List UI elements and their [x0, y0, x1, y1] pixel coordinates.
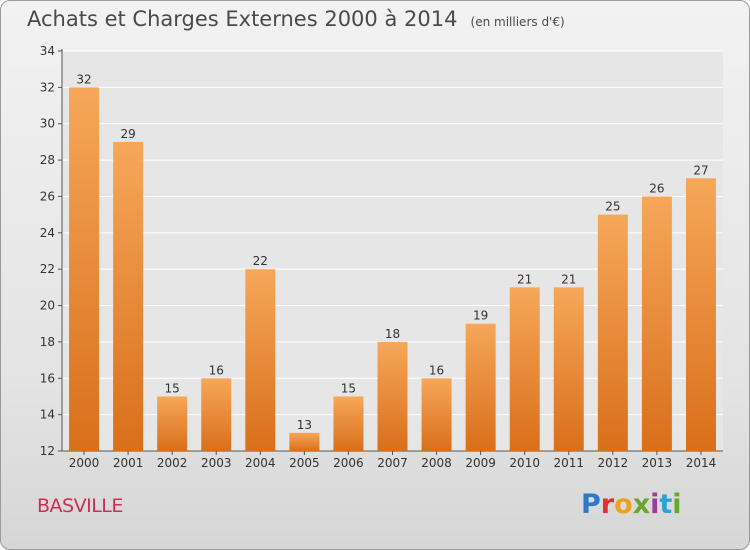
x-tick-label: 2003 — [201, 456, 232, 470]
data-label: 21 — [561, 272, 576, 286]
data-label: 29 — [120, 127, 135, 141]
x-tick-label: 2014 — [686, 456, 717, 470]
chart-title: Achats et Charges Externes 2000 à 2014 — [27, 7, 458, 31]
logo-letter: P — [581, 489, 601, 520]
data-label: 16 — [209, 363, 224, 377]
logo-letter: i — [672, 489, 682, 520]
bar — [113, 141, 144, 451]
proxiti-logo[interactable]: Proxiti — [581, 489, 682, 520]
x-tick-label: 2013 — [642, 456, 673, 470]
bar — [157, 396, 188, 451]
logo-letter: o — [614, 489, 633, 520]
y-tick-label: 14 — [40, 408, 55, 422]
x-tick-label: 2011 — [553, 456, 584, 470]
bar — [289, 432, 320, 451]
bar — [553, 287, 584, 451]
bar — [69, 87, 100, 451]
data-label: 25 — [605, 200, 620, 214]
x-tick-label: 2002 — [157, 456, 188, 470]
bar — [201, 378, 232, 451]
data-label: 22 — [253, 254, 268, 268]
y-tick-label: 34 — [40, 44, 55, 58]
data-label: 13 — [297, 418, 312, 432]
logo-letter: x — [632, 489, 651, 520]
data-label: 32 — [76, 72, 91, 86]
x-tick-label: 2007 — [377, 456, 408, 470]
x-tick-label: 2000 — [69, 456, 100, 470]
y-tick-label: 12 — [40, 444, 55, 458]
data-label: 21 — [517, 272, 532, 286]
data-label: 18 — [385, 327, 400, 341]
y-tick-label: 30 — [40, 117, 55, 131]
bar — [641, 196, 672, 451]
x-tick-label: 2012 — [598, 456, 629, 470]
x-tick-label: 2001 — [113, 456, 144, 470]
data-label: 26 — [649, 181, 664, 195]
bar — [597, 214, 628, 451]
data-label: 27 — [693, 163, 708, 177]
bar — [245, 269, 276, 451]
bar — [421, 378, 452, 451]
data-label: 16 — [429, 363, 444, 377]
bar — [685, 178, 716, 452]
x-tick-label: 2005 — [289, 456, 320, 470]
logo-letter: r — [600, 489, 615, 520]
bar — [509, 287, 540, 451]
x-tick-label: 2008 — [421, 456, 452, 470]
x-tick-label: 2004 — [245, 456, 276, 470]
bar — [333, 396, 364, 451]
logo-letter: i — [650, 489, 660, 520]
logo-letter: t — [659, 489, 673, 520]
data-label: 19 — [473, 309, 488, 323]
x-tick-label: 2006 — [333, 456, 364, 470]
chart-subtitle: (en milliers d'€) — [470, 15, 565, 29]
x-tick-label: 2009 — [465, 456, 496, 470]
data-label: 15 — [165, 381, 180, 395]
y-tick-label: 26 — [40, 189, 55, 203]
y-tick-label: 28 — [40, 153, 55, 167]
y-tick-label: 18 — [40, 335, 55, 349]
y-tick-label: 32 — [40, 80, 55, 94]
y-tick-label: 16 — [40, 371, 55, 385]
y-tick-label: 24 — [40, 226, 55, 240]
y-tick-label: 22 — [40, 262, 55, 276]
y-tick-label: 20 — [40, 299, 55, 313]
bar — [465, 323, 496, 451]
title-row: Achats et Charges Externes 2000 à 2014 (… — [27, 7, 565, 31]
x-tick-label: 2010 — [509, 456, 540, 470]
commune-name: BASVILLE — [37, 495, 123, 517]
bar — [377, 341, 408, 451]
data-label: 15 — [341, 381, 356, 395]
